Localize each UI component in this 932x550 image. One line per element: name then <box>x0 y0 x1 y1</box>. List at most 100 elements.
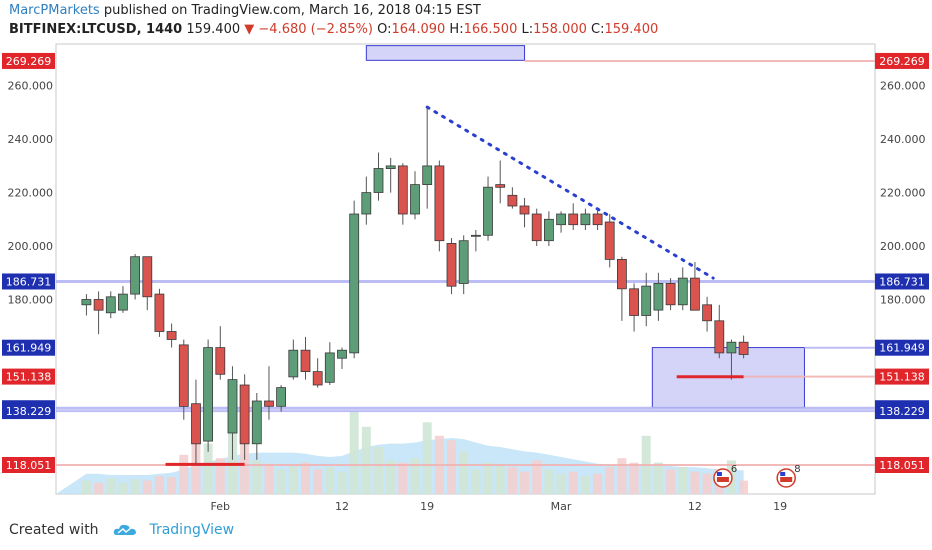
candle-18 <box>301 337 310 380</box>
x-tick-2: 19 <box>420 500 434 513</box>
author-link[interactable]: MarcPMarkets <box>9 3 100 18</box>
published-text: published on TradingView.com, March 16, … <box>104 3 481 18</box>
candle-body-0 <box>82 300 91 305</box>
y-tick-left-4: 260.000 <box>8 80 54 93</box>
candle-body-50 <box>690 278 699 310</box>
volume-bar-20 <box>325 467 334 494</box>
x-tick-3: Mar <box>551 500 572 513</box>
high-label: H: <box>449 22 463 37</box>
volume-bar-8 <box>179 455 188 494</box>
volume-bar-5 <box>143 481 152 494</box>
candle-43 <box>605 214 614 267</box>
candle-39 <box>557 211 566 232</box>
event-flag-icon-1: 8 <box>777 464 800 487</box>
candle-29 <box>435 161 444 252</box>
candle-21 <box>338 348 347 369</box>
footer: Created with TradingView <box>9 522 234 538</box>
volume-bar-0 <box>82 481 91 494</box>
candle-35 <box>508 187 517 208</box>
candle-body-41 <box>581 214 590 225</box>
level-label-left-6: 118.051 <box>6 459 52 472</box>
volume-bar-1 <box>94 483 103 494</box>
symbol-name[interactable]: BITFINEX:LTCUSD, 1440 <box>9 22 182 37</box>
volume-bar-36 <box>520 472 529 494</box>
volume-bar-50 <box>690 472 699 494</box>
candle-body-32 <box>471 235 480 236</box>
y-tick-left-3: 240.000 <box>8 133 54 146</box>
volume-bar-23 <box>362 427 371 494</box>
level-label-right-2: 161.949 <box>879 342 925 355</box>
x-tick-5: 19 <box>773 500 787 513</box>
event-count-1: 8 <box>794 464 800 475</box>
candle-body-24 <box>374 169 383 193</box>
volume-bar-35 <box>508 467 517 494</box>
candle-body-45 <box>630 289 639 316</box>
volume-bar-49 <box>678 467 687 494</box>
candle-body-47 <box>654 283 663 310</box>
level-label-left-3: 151.138 <box>6 371 52 384</box>
volume-bar-2 <box>106 478 115 494</box>
candle-0 <box>82 294 91 315</box>
candle-body-48 <box>666 283 675 304</box>
y-tick-right-1: 200.000 <box>880 240 926 253</box>
candle-10 <box>204 340 213 452</box>
volume-bar-47 <box>654 463 663 494</box>
volume-bar-15 <box>265 464 274 494</box>
candle-28 <box>423 107 432 209</box>
candle-3 <box>118 286 127 313</box>
candle-42 <box>593 209 602 230</box>
close-value: 159.400 <box>604 22 658 37</box>
level-label-left-1: 186.731 <box>6 275 52 288</box>
candle-body-13 <box>240 385 249 444</box>
volume-bar-24 <box>374 447 383 494</box>
candle-26 <box>398 163 407 224</box>
candle-11 <box>216 326 225 379</box>
zone-box-1 <box>366 46 524 61</box>
candle-body-20 <box>325 353 334 382</box>
candle-body-25 <box>386 166 395 169</box>
price-change: −4.680 (−2.85%) <box>258 22 373 37</box>
volume-bar-34 <box>496 465 505 494</box>
level-label-right-5: 138.229 <box>879 405 925 418</box>
level-label-left-5: 138.229 <box>6 405 52 418</box>
open-label: O: <box>377 22 391 37</box>
y-tick-right-2: 220.000 <box>880 187 926 200</box>
candle-body-7 <box>167 332 176 340</box>
event-stripe-0 <box>717 477 729 482</box>
candle-body-15 <box>265 401 274 406</box>
candle-body-2 <box>106 297 115 313</box>
candle-44 <box>617 257 626 321</box>
candle-25 <box>386 158 395 193</box>
volume-bar-21 <box>338 472 347 494</box>
candle-47 <box>654 273 663 321</box>
event-canton-0 <box>717 472 722 476</box>
candle-27 <box>411 171 420 219</box>
x-tick-1: 12 <box>335 500 349 513</box>
candle-7 <box>167 324 176 348</box>
down-arrow-icon: ▼ <box>244 22 254 37</box>
candle-5 <box>143 257 152 310</box>
volume-bar-51 <box>703 474 712 494</box>
candle-45 <box>630 283 639 331</box>
candle-body-42 <box>593 214 602 225</box>
level-label-right-0: 269.269 <box>879 55 925 68</box>
symbol-line: BITFINEX:LTCUSD, 1440 159.400 ▼ −4.680 (… <box>9 22 658 37</box>
volume-bar-42 <box>593 474 602 494</box>
tradingview-brand[interactable]: TradingView <box>149 522 234 538</box>
candle-body-1 <box>94 300 103 311</box>
candle-23 <box>362 177 371 225</box>
candle-body-10 <box>204 348 213 442</box>
volume-bar-38 <box>544 469 553 494</box>
candle-body-12 <box>228 380 237 433</box>
open-value: 164.090 <box>392 22 446 37</box>
volume-bar-4 <box>131 479 140 494</box>
candle-body-34 <box>496 185 505 188</box>
y-tick-left-0: 180.000 <box>8 293 54 306</box>
publish-line: MarcPMarkets published on TradingView.co… <box>9 3 481 18</box>
volume-bar-48 <box>666 469 675 494</box>
volume-bar-26 <box>398 463 407 494</box>
candle-6 <box>155 289 164 337</box>
volume-bar-19 <box>313 469 322 494</box>
candle-body-3 <box>118 294 127 310</box>
